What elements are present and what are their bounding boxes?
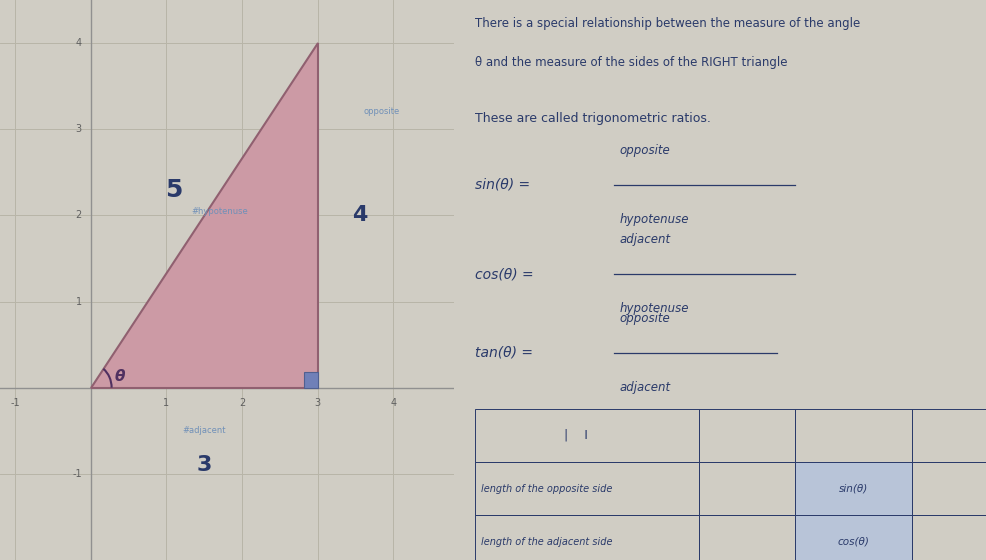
Text: 2: 2 (75, 211, 82, 221)
Text: opposite: opposite (618, 312, 669, 325)
Text: length of the opposite side: length of the opposite side (480, 484, 611, 493)
Text: 1: 1 (164, 398, 170, 408)
Polygon shape (91, 43, 317, 388)
Text: sin(θ): sin(θ) (838, 484, 868, 493)
Text: 3: 3 (76, 124, 82, 134)
Bar (698, 515, 795, 560)
Text: 4: 4 (351, 206, 367, 225)
Text: cos(θ) =: cos(θ) = (475, 267, 533, 281)
Bar (911, 409, 986, 462)
Text: adjacent: adjacent (618, 234, 669, 246)
Text: sin(θ) =: sin(θ) = (475, 178, 529, 192)
Bar (304, 372, 317, 388)
Text: 1: 1 (76, 297, 82, 306)
Bar (911, 515, 986, 560)
Text: hypotenuse: hypotenuse (618, 213, 688, 226)
Text: 4: 4 (390, 398, 396, 408)
Text: 3: 3 (315, 398, 320, 408)
Text: tan(θ) =: tan(θ) = (475, 346, 532, 360)
Text: -1: -1 (10, 398, 20, 408)
Text: #hypotenuse: #hypotenuse (191, 207, 247, 216)
Text: These are called trigonometric ratios.: These are called trigonometric ratios. (475, 112, 711, 125)
Text: opposite: opposite (363, 108, 399, 116)
Bar (475, 515, 698, 560)
Text: |    I: | I (564, 429, 588, 442)
Text: cos(θ): cos(θ) (837, 537, 869, 547)
Bar (795, 409, 911, 462)
Bar (795, 462, 911, 515)
Text: adjacent: adjacent (618, 381, 669, 394)
Text: hypotenuse: hypotenuse (618, 302, 688, 315)
Text: 5: 5 (166, 178, 182, 202)
Text: 4: 4 (76, 38, 82, 48)
Text: 2: 2 (239, 398, 245, 408)
Bar (475, 462, 698, 515)
Bar (698, 462, 795, 515)
Text: 3: 3 (196, 455, 212, 475)
Text: θ and the measure of the sides of the RIGHT triangle: θ and the measure of the sides of the RI… (475, 56, 787, 69)
Text: There is a special relationship between the measure of the angle: There is a special relationship between … (475, 17, 860, 30)
Text: #adjacent: #adjacent (182, 426, 226, 435)
Bar (911, 462, 986, 515)
Bar (475, 409, 698, 462)
Bar (795, 515, 911, 560)
Text: opposite: opposite (618, 144, 669, 157)
Bar (698, 409, 795, 462)
Text: θ: θ (114, 369, 124, 384)
Text: length of the adjacent side: length of the adjacent side (480, 537, 611, 547)
Text: -1: -1 (72, 469, 82, 479)
